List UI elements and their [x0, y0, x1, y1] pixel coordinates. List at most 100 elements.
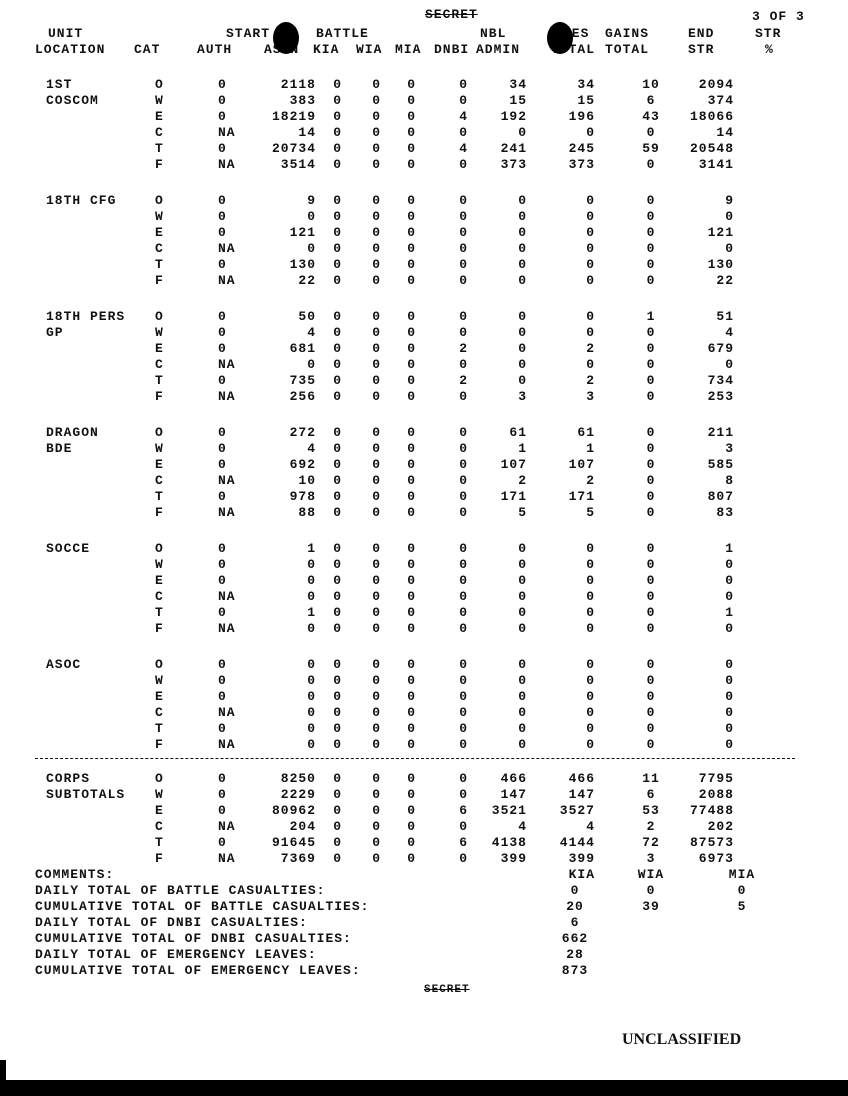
cell-admin: 0 [518, 273, 527, 288]
cell-dnbi: 0 [459, 357, 468, 372]
table-row: C NA 0 0 0 0 0 0 0 0 0 [0, 241, 848, 257]
cell-gains: 0 [646, 341, 656, 356]
cell-cat: O [155, 309, 164, 324]
cell-mia: 0 [407, 819, 416, 834]
cell-gains: 6 [646, 787, 656, 802]
cell-cat: C [155, 241, 164, 256]
cell-asgn: 0 [307, 241, 316, 256]
cell-dnbi: 0 [459, 737, 468, 752]
cell-asgn: 1 [307, 605, 316, 620]
cell-asgn: 0 [307, 209, 316, 224]
cell-auth: NA [218, 357, 236, 372]
cell-asgn: 0 [307, 621, 316, 636]
cell-wia: 0 [372, 771, 381, 786]
cell-admin: 0 [518, 125, 527, 140]
table-row: F NA 7369 0 0 0 0 399 399 3 6973 [0, 851, 848, 867]
cell-gains: 0 [646, 425, 656, 440]
cell-total: 171 [568, 489, 595, 504]
comments-header-kia: KIA [568, 867, 595, 882]
cell-dnbi: 0 [459, 657, 468, 672]
cell-auth: 0 [218, 771, 227, 786]
cell-dnbi: 0 [459, 605, 468, 620]
cell-wia: 0 [372, 689, 381, 704]
table-row: C NA 0 0 0 0 0 0 0 0 0 [0, 705, 848, 721]
cell-total: 0 [586, 357, 595, 372]
cell-admin: 4138 [491, 835, 527, 850]
header-end-str: STR [688, 42, 715, 57]
cell-asgn: 7369 [280, 851, 316, 866]
cell-auth: NA [218, 241, 236, 256]
cell-asgn: 2229 [280, 787, 316, 802]
cell-dnbi: 0 [459, 673, 468, 688]
cell-gains: 2 [646, 819, 656, 834]
unit-name: CORPS [46, 771, 91, 786]
cell-mia: 0 [407, 689, 416, 704]
unit-name: SOCCE [46, 541, 91, 556]
comments-header-mia: MIA [728, 867, 756, 882]
cell-auth: 0 [218, 835, 227, 850]
table-row: F NA 256 0 0 0 0 3 3 0 253 [0, 389, 848, 405]
cell-wia: 0 [372, 325, 381, 340]
cell-kia: 0 [333, 557, 342, 572]
cell-total: 0 [586, 193, 595, 208]
cell-wia: 0 [372, 257, 381, 272]
cell-total: 196 [568, 109, 595, 124]
cell-wia: 0 [372, 819, 381, 834]
cell-cat: T [155, 373, 164, 388]
cell-mia: 0 [407, 441, 416, 456]
cell-auth: NA [218, 505, 236, 520]
cell-wia: 0 [372, 673, 381, 688]
cell-admin: 3 [518, 389, 527, 404]
cell-end-str: 18066 [689, 109, 734, 124]
cell-wia: 0 [372, 835, 381, 850]
cell-wia: 0 [372, 605, 381, 620]
cell-total: 0 [586, 541, 595, 556]
cell-kia: 0 [333, 489, 342, 504]
comment-line-value: 0 [646, 883, 656, 898]
cell-asgn: 0 [307, 721, 316, 736]
cell-mia: 0 [407, 141, 416, 156]
cell-kia: 0 [333, 573, 342, 588]
table-row: C NA 0 0 0 0 0 0 0 0 0 [0, 357, 848, 373]
unit-name: 18TH PERS [46, 309, 126, 324]
cell-kia: 0 [333, 621, 342, 636]
cell-kia: 0 [333, 737, 342, 752]
cell-mia: 0 [407, 157, 416, 172]
cell-admin: 0 [518, 325, 527, 340]
cell-cat: F [155, 157, 164, 172]
cell-auth: NA [218, 273, 236, 288]
cell-wia: 0 [372, 141, 381, 156]
cell-auth: 0 [218, 209, 227, 224]
cell-admin: 0 [518, 589, 527, 604]
cell-end-str: 0 [725, 589, 734, 604]
cell-dnbi: 4 [459, 109, 468, 124]
cell-mia: 0 [407, 621, 416, 636]
cell-kia: 0 [333, 441, 342, 456]
cell-admin: 0 [518, 209, 527, 224]
cell-mia: 0 [407, 473, 416, 488]
cell-auth: 0 [218, 673, 227, 688]
cell-auth: 0 [218, 787, 227, 802]
cell-auth: NA [218, 125, 236, 140]
cell-wia: 0 [372, 721, 381, 736]
cell-admin: 171 [500, 489, 527, 504]
cell-admin: 466 [500, 771, 527, 786]
cell-dnbi: 0 [459, 557, 468, 572]
table-row: T 0 130 0 0 0 0 0 0 0 130 [0, 257, 848, 273]
cell-end-str: 83 [716, 505, 734, 520]
cell-cat: W [155, 673, 164, 688]
cell-gains: 0 [646, 241, 656, 256]
cell-cat: T [155, 141, 164, 156]
cell-admin: 34 [509, 77, 527, 92]
cell-asgn: 0 [307, 357, 316, 372]
cell-cat: W [155, 325, 164, 340]
cell-cat: F [155, 505, 164, 520]
cell-dnbi: 0 [459, 389, 468, 404]
comment-line-value: 39 [642, 899, 660, 914]
comment-line-value: 20 [566, 899, 584, 914]
cell-asgn: 735 [289, 373, 316, 388]
cell-end-str: 0 [725, 357, 734, 372]
cell-cat: T [155, 835, 164, 850]
table-row: O 0 272 0 0 0 0 61 61 0 211 [0, 425, 848, 441]
cell-kia: 0 [333, 77, 342, 92]
